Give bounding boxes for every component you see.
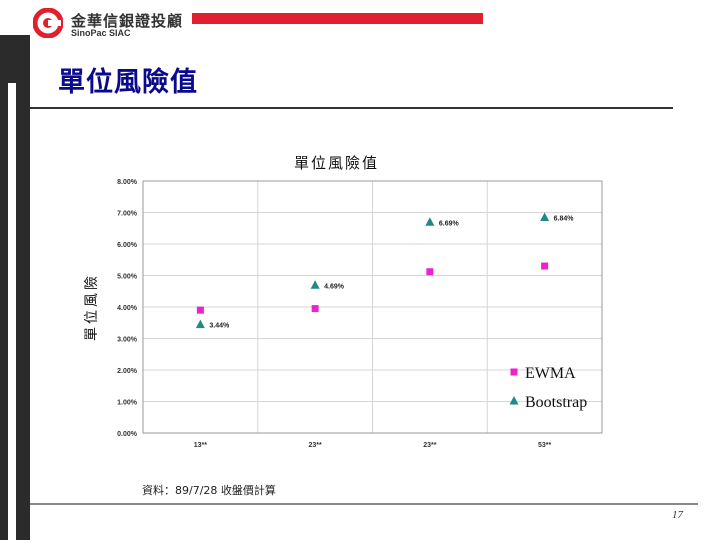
logo-chinese-name: 金華信銀證投顧 [71, 12, 184, 30]
logo-english-name: SinoPac SIAC [71, 28, 131, 38]
y-axis-label: 單位風險 [84, 273, 100, 341]
data-point-ewma [426, 268, 434, 276]
y-tick-label: 6.00% [117, 242, 138, 249]
y-tick-label: 8.00% [117, 179, 138, 186]
data-label: 3.44% [209, 323, 230, 330]
data-point-bootstrap [540, 212, 550, 222]
x-tick-label: 53** [538, 442, 552, 449]
legend-label-bootstrap: Bootstrap [525, 394, 587, 411]
legend-marker-ewma [510, 368, 518, 376]
source-note: 資料：89/7/28 收盤價計算 [142, 484, 276, 497]
y-tick-label: 3.00% [117, 337, 138, 344]
y-tick-label: 7.00% [117, 211, 138, 218]
y-tick-label: 2.00% [117, 368, 138, 375]
title-divider [30, 107, 673, 109]
x-tick-label: 23** [423, 442, 437, 449]
data-label: 4.69% [324, 283, 345, 290]
data-point-bootstrap [195, 319, 205, 329]
data-label: 6.84% [554, 216, 575, 223]
legend-marker-bootstrap [509, 396, 519, 405]
legend-label-ewma: EWMA [525, 365, 576, 382]
slide-title: 單位風險值 [58, 67, 198, 98]
y-tick-label: 1.00% [117, 400, 138, 407]
left-bar-stripe [8, 83, 16, 543]
data-point-bootstrap [310, 280, 320, 289]
chart-title: 單位風險值 [294, 154, 379, 172]
left-sidebar-bar [0, 35, 30, 543]
y-tick-label: 4.00% [117, 305, 138, 312]
data-label: 6.69% [439, 220, 460, 227]
x-tick-label: 23** [309, 442, 323, 449]
y-tick-label: 5.00% [117, 274, 138, 281]
y-tick-label: 0.00% [117, 431, 138, 438]
header-red-bar [192, 13, 483, 24]
company-logo: 金華信銀證投顧 SinoPac SIAC [33, 8, 193, 40]
page-number: 17 [672, 509, 683, 521]
data-point-ewma [196, 306, 204, 314]
plot-frame [142, 180, 603, 434]
data-point-ewma [311, 305, 319, 313]
footer-divider [30, 503, 698, 505]
data-point-bootstrap [425, 217, 435, 226]
data-point-ewma [541, 262, 549, 270]
x-tick-label: 13** [194, 442, 208, 449]
logo-mark-icon [33, 8, 63, 38]
